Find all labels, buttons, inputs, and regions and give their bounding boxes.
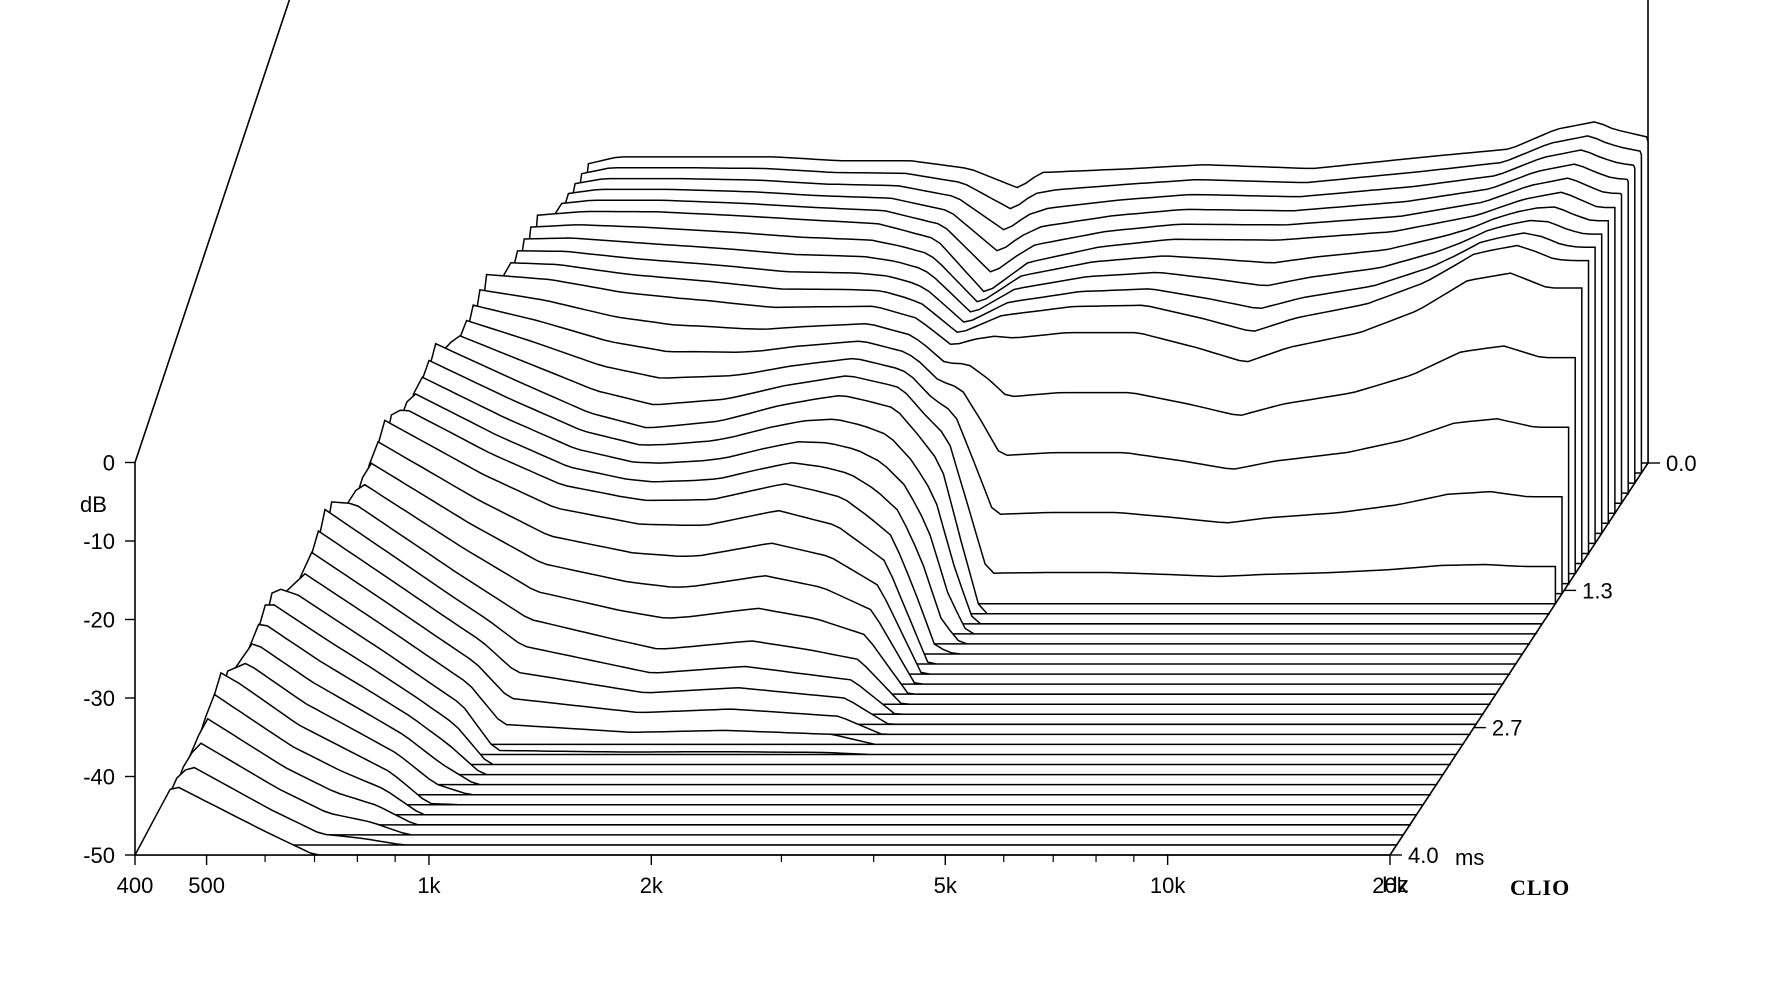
z-tick-label: 2.7 [1492,716,1523,741]
z-tick-label: 0.0 [1666,451,1697,476]
x-tick-label: 10k [1150,873,1186,898]
waterfall-slice [133,786,1390,856]
waterfall-slice [227,508,1485,716]
x-tick-label: 5k [934,873,958,898]
z-tick-label: 1.3 [1582,578,1613,603]
y-tick-label: 0 [103,451,115,476]
back-frame-line [134,0,1649,463]
x-unit-label: Hz [1382,872,1409,897]
x-tick-label: 2k [640,873,664,898]
y-unit-label: dB [80,492,107,517]
y-tick-label: -40 [83,765,115,790]
z-unit-label: ms [1455,845,1484,870]
waterfall-slice [221,529,1477,726]
x-tick-label: 400 [117,873,154,898]
clio-brand-label: CLIO [1510,875,1570,900]
y-tick-label: -50 [83,843,115,868]
right-depth-edge [1389,462,1649,856]
y-tick-label: -20 [83,608,115,633]
slice-group [133,121,1649,856]
x-tick-label: 500 [188,873,225,898]
x-tick-label: 20k [1372,873,1408,898]
x-tick-label: 1k [417,873,441,898]
y-tick-label: -30 [83,686,115,711]
y-tick-label: -10 [83,529,115,554]
z-tick-label: 4.0 [1408,843,1439,868]
